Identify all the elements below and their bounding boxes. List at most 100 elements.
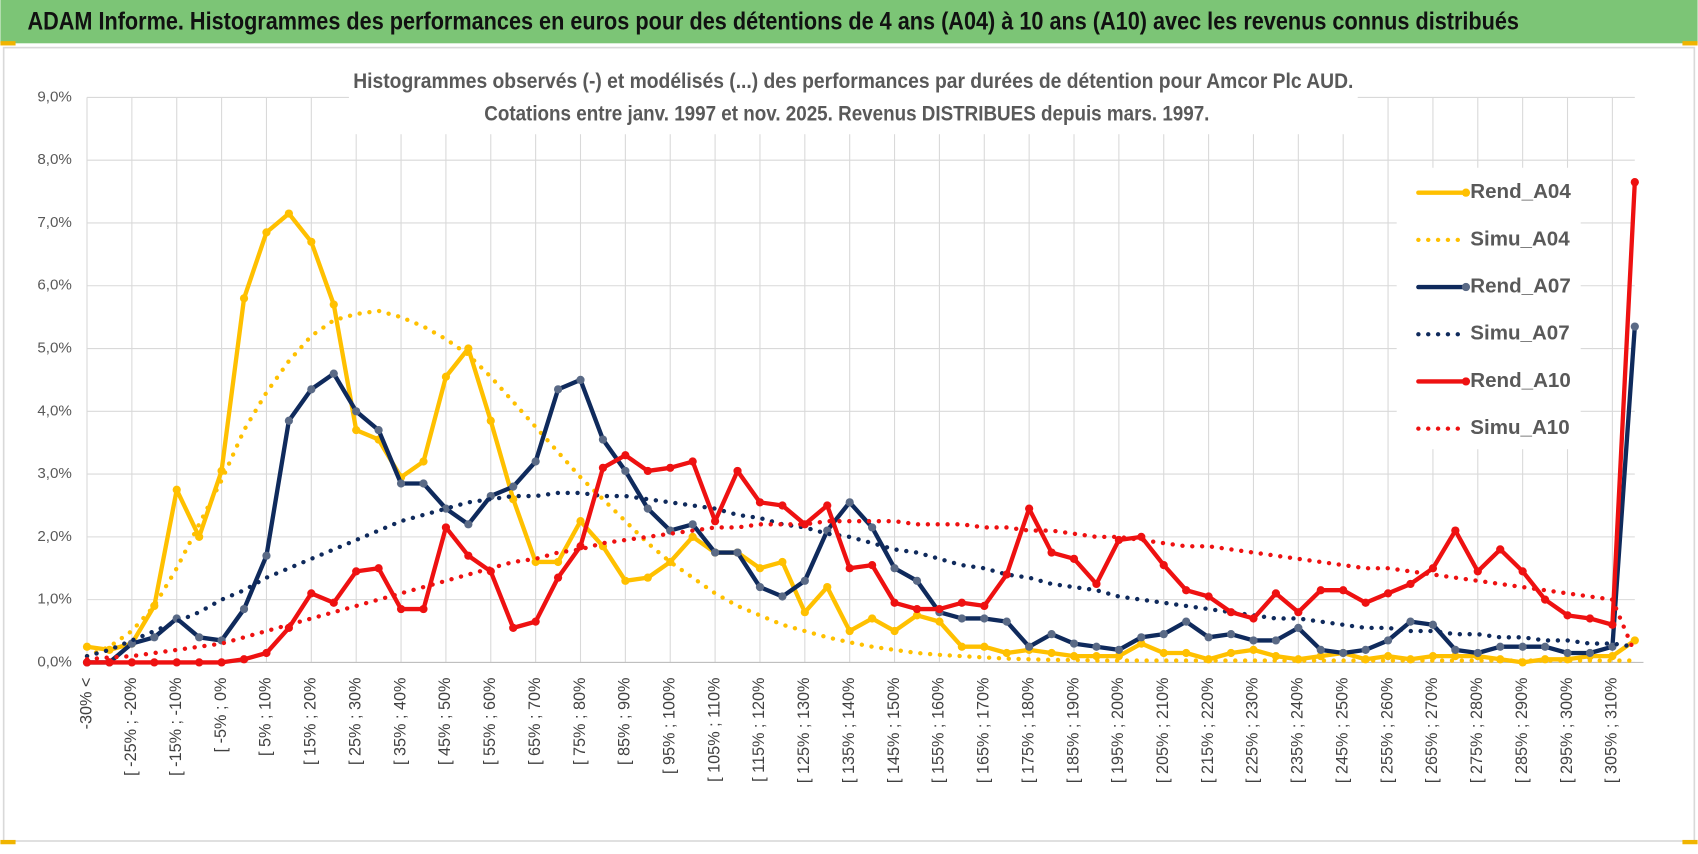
x-tick-label: [ 85% ; 90% xyxy=(616,678,634,765)
data-point xyxy=(195,532,204,541)
y-tick-label: 6,0% xyxy=(37,277,72,294)
data-point xyxy=(1182,617,1191,626)
data-point xyxy=(935,604,944,614)
data-point xyxy=(441,523,451,532)
data-point xyxy=(845,564,854,573)
chart-border xyxy=(2,46,1696,842)
series-line xyxy=(84,308,1637,663)
data-point xyxy=(643,504,652,513)
x-tick-label: [ 235% ; 240% xyxy=(1289,678,1307,784)
legend-marker xyxy=(1461,377,1471,386)
data-point xyxy=(284,209,294,218)
x-tick-label: [ 265% ; 270% xyxy=(1423,678,1441,784)
data-point xyxy=(1496,545,1505,554)
data-point xyxy=(1047,548,1056,557)
data-point xyxy=(329,300,338,309)
data-point xyxy=(778,592,787,601)
data-point xyxy=(868,560,877,570)
data-point xyxy=(912,604,922,614)
legend-background xyxy=(1396,167,1581,450)
data-point xyxy=(1518,567,1527,576)
data-point xyxy=(419,457,428,466)
x-tick-label: [ 175% ; 180% xyxy=(1019,678,1037,784)
header-title: ADAM Informe. Histogrammes des performan… xyxy=(27,7,1519,35)
x-tick-label: [ 245% ; 250% xyxy=(1333,678,1351,784)
data-point xyxy=(800,520,809,529)
x-tick-label: [ 255% ; 260% xyxy=(1378,678,1396,784)
data-point xyxy=(1002,648,1011,658)
data-point xyxy=(823,501,832,510)
data-point xyxy=(912,576,922,585)
data-point xyxy=(441,504,451,513)
data-point xyxy=(1182,586,1191,595)
legend-label: Rend_A10 xyxy=(1470,369,1571,392)
x-tick-label: [ 285% ; 290% xyxy=(1513,678,1531,784)
data-point xyxy=(890,564,899,573)
data-point xyxy=(396,604,406,614)
x-tick-label: [ 35% ; 40% xyxy=(391,678,409,765)
data-point xyxy=(1159,560,1168,570)
data-point xyxy=(1204,592,1213,601)
series-line xyxy=(84,180,1637,665)
data-point xyxy=(890,598,899,607)
x-tick-label: [ 195% ; 200% xyxy=(1109,678,1127,784)
data-point xyxy=(755,582,765,592)
data-point xyxy=(1271,636,1281,645)
legend-label: Rend_A07 xyxy=(1470,274,1571,297)
data-point xyxy=(755,498,765,507)
y-tick-label: 9,0% xyxy=(37,88,72,105)
x-tick-label: [ 215% ; 220% xyxy=(1199,678,1217,784)
data-point xyxy=(1182,648,1191,658)
data-point xyxy=(576,517,585,526)
data-point xyxy=(1406,617,1415,626)
data-point xyxy=(82,658,92,667)
data-point xyxy=(1316,652,1325,661)
y-tick-label: 4,0% xyxy=(37,402,72,419)
data-point xyxy=(1069,652,1079,661)
data-point xyxy=(621,451,630,460)
x-tick-label: [ 55% ; 60% xyxy=(481,678,499,765)
data-point xyxy=(1114,652,1123,661)
x-tick-label: [ 115% ; 120% xyxy=(750,678,768,782)
data-point xyxy=(1406,579,1415,589)
data-point xyxy=(262,228,271,237)
data-point xyxy=(1294,623,1303,633)
data-point xyxy=(1092,642,1101,651)
data-point xyxy=(1540,655,1550,664)
data-point xyxy=(1092,579,1101,589)
x-tick-label: [ 275% ; 280% xyxy=(1468,678,1486,784)
x-tick-label: [ 165% ; 170% xyxy=(975,678,993,784)
data-point xyxy=(621,466,630,476)
data-point xyxy=(845,626,854,636)
data-point xyxy=(239,655,249,664)
data-point xyxy=(576,375,585,385)
y-tick-label: 5,0% xyxy=(37,340,72,357)
data-point xyxy=(1540,642,1550,651)
data-point xyxy=(329,369,338,378)
data-point xyxy=(598,463,608,472)
data-point xyxy=(195,658,204,667)
data-point xyxy=(1025,642,1034,651)
data-point xyxy=(957,598,966,607)
data-point xyxy=(127,658,136,667)
data-point xyxy=(82,642,92,651)
data-point xyxy=(441,372,451,381)
data-point xyxy=(890,626,899,636)
data-point xyxy=(643,573,652,582)
data-point xyxy=(105,658,114,667)
data-point xyxy=(307,237,316,246)
data-point xyxy=(1630,178,1639,187)
data-point xyxy=(1159,630,1168,639)
data-point xyxy=(1630,322,1639,331)
x-tick-label: [ 125% ; 130% xyxy=(795,678,813,784)
legend-marker xyxy=(1461,282,1471,292)
data-point xyxy=(710,548,720,557)
data-point xyxy=(733,548,742,557)
data-point xyxy=(1563,648,1572,658)
data-point xyxy=(980,601,989,611)
y-tick-label: 7,0% xyxy=(37,214,72,231)
x-tick-label: [ 45% ; 50% xyxy=(436,678,454,765)
data-point xyxy=(1451,526,1460,535)
data-point xyxy=(509,482,518,491)
data-point xyxy=(307,589,316,598)
